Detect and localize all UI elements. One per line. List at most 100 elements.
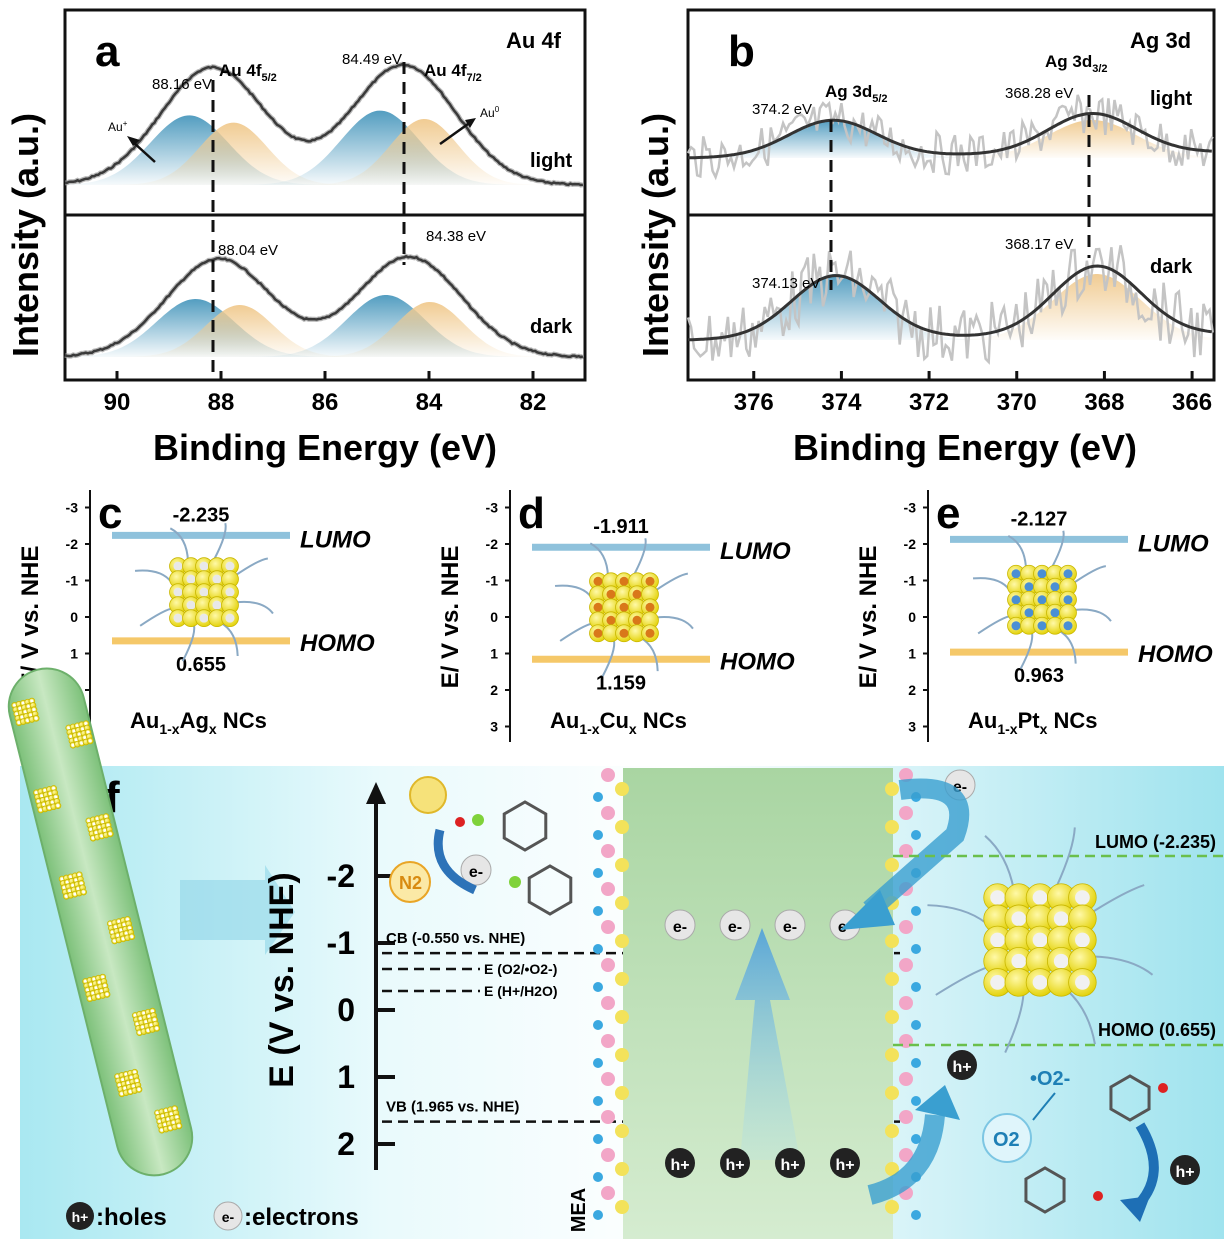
dopant-atom xyxy=(132,1084,136,1088)
dopant-atom xyxy=(71,883,75,888)
dopant-atom xyxy=(91,991,95,995)
dopant-atom xyxy=(113,939,117,943)
dopant-atom xyxy=(990,890,1005,905)
dopant-atom xyxy=(54,795,58,799)
f-y-tick-label: -2 xyxy=(327,858,355,894)
rod-cluster xyxy=(154,1105,183,1134)
mea-head-yellow xyxy=(615,1048,629,1062)
dopant-atom xyxy=(69,735,73,739)
ligand xyxy=(1055,827,1076,888)
au-zero-arrow-head xyxy=(465,118,476,128)
y-tick-label: -3 xyxy=(66,500,79,516)
dopant-atom xyxy=(17,721,21,725)
mea-head-blue xyxy=(911,982,921,992)
dopant-atom xyxy=(212,574,222,584)
mea-head-blue xyxy=(593,982,603,992)
dopant-atom xyxy=(593,602,603,612)
ligand xyxy=(181,624,196,662)
dopant-atom xyxy=(101,820,105,824)
fit-spectrum-light xyxy=(688,112,1212,160)
lumo-value: -1.911 xyxy=(593,516,649,538)
x-tick-label: 86 xyxy=(312,389,339,416)
dopant-atom xyxy=(1050,608,1060,618)
mea-head-yellow xyxy=(885,782,899,796)
dopant-atom xyxy=(103,984,107,988)
electron-symbol: e- xyxy=(673,919,687,936)
ligand xyxy=(236,600,274,615)
dopant-atom xyxy=(51,800,55,804)
mea-head-blue xyxy=(911,830,921,840)
imine-ring xyxy=(527,864,573,916)
hole xyxy=(775,1148,805,1178)
dopant-atom xyxy=(141,1025,145,1029)
dopant-atom xyxy=(42,803,46,807)
fit-spectrum-dark xyxy=(687,264,1213,342)
y-tick-label: 1 xyxy=(70,646,78,662)
y-tick-label: 0 xyxy=(908,609,916,625)
electron-symbol: e- xyxy=(728,919,742,936)
dopant-atom xyxy=(74,738,78,742)
dopant-atom xyxy=(65,880,70,884)
dopant-atom xyxy=(1037,595,1047,605)
cb-label: CB (-0.550 vs. NHE) xyxy=(386,930,525,947)
dopant-atom xyxy=(173,561,183,571)
dopant-atom xyxy=(29,713,33,717)
ligand xyxy=(1074,608,1112,622)
dopant-atom xyxy=(92,977,96,981)
mea-head-blue xyxy=(911,1134,921,1144)
nanocluster-illustration xyxy=(927,827,1154,1053)
dopant-atom xyxy=(137,1087,141,1092)
mea-head-blue xyxy=(593,830,603,840)
nanorod xyxy=(7,667,194,1177)
mea-head-yellow xyxy=(885,1200,899,1214)
electron-inject-arrow-head xyxy=(840,890,895,930)
dopant-atom xyxy=(137,1031,142,1035)
ligand xyxy=(554,584,593,598)
panel-a-tag: Au 4f xyxy=(506,28,562,53)
panel-a-light-label: light xyxy=(530,150,573,172)
panel-a-dark-label: dark xyxy=(530,316,573,338)
homo-label: HOMO xyxy=(1138,641,1213,668)
dopant-atom xyxy=(199,587,209,597)
dopant-atom xyxy=(76,887,80,891)
dopant-atom xyxy=(126,1081,130,1085)
dopant-atom xyxy=(75,724,79,728)
energy-ylabel: E/ V vs. NHE xyxy=(437,546,464,689)
energy-level-panels: -3 -2 -1 0 1 2 3 E/ V vs. NHE c -2.235 0.655 LUMO HO… xyxy=(17,489,1213,742)
dopant-atom xyxy=(71,743,75,747)
dopant-atom xyxy=(1075,932,1090,948)
hole-transfer-arrow-head xyxy=(915,1085,960,1120)
mea-head-yellow xyxy=(615,1200,629,1214)
y-tick-label: -2 xyxy=(904,536,917,552)
dopant-atom xyxy=(1032,890,1048,905)
au-plus-label: Au+ xyxy=(108,119,128,134)
dopant-atom xyxy=(83,736,87,740)
mea-label: MEA xyxy=(568,1188,590,1232)
dopant-atom xyxy=(169,1112,174,1116)
dopant-atom xyxy=(133,1070,137,1074)
mea-head-yellow xyxy=(615,1010,629,1024)
atom-red xyxy=(1093,1191,1103,1201)
dopant-atom xyxy=(124,1072,128,1076)
ligand xyxy=(213,522,227,560)
dopant-atom xyxy=(94,831,98,835)
dopant-atom xyxy=(47,806,51,810)
mea-head-pink xyxy=(899,1072,913,1086)
o2-bubble xyxy=(982,1113,1032,1163)
dopant-atom xyxy=(606,589,616,599)
mea-head-pink xyxy=(899,958,913,972)
mea-head-pink xyxy=(601,768,615,782)
dopant-atom xyxy=(1053,953,1069,969)
dopant-atom xyxy=(1011,595,1021,605)
dopant-atom xyxy=(130,935,134,939)
dopant-atom xyxy=(43,789,47,793)
ligand xyxy=(972,577,1011,591)
dopant-atom xyxy=(172,1121,176,1125)
dopant-atom xyxy=(26,718,30,723)
dopant-atom xyxy=(81,727,85,731)
rod-cluster xyxy=(131,1007,161,1036)
dopant-atom xyxy=(60,877,64,881)
rod-cluster xyxy=(58,871,87,900)
ag3d32-label: Ag 3d3/2 xyxy=(1045,52,1108,75)
mea-head-yellow xyxy=(615,1086,629,1100)
